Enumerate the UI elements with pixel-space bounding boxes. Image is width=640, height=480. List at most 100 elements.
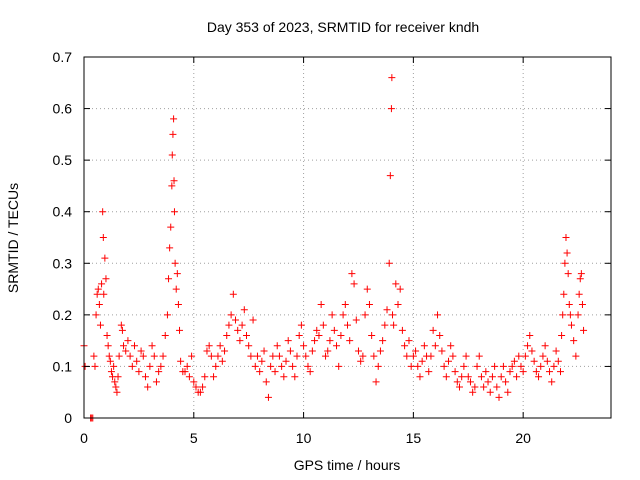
data-point xyxy=(572,352,580,360)
data-point xyxy=(484,378,492,386)
data-point xyxy=(368,331,376,339)
data-point xyxy=(535,373,543,381)
data-point xyxy=(482,368,490,376)
data-point xyxy=(205,342,213,350)
data-point xyxy=(333,342,341,350)
data-point xyxy=(427,352,435,360)
data-point xyxy=(163,311,171,319)
x-tick-label: 10 xyxy=(296,430,312,446)
data-point xyxy=(354,347,362,355)
data-point xyxy=(221,347,229,355)
data-point xyxy=(106,357,114,365)
data-point xyxy=(169,130,177,138)
data-point xyxy=(137,347,145,355)
data-point xyxy=(526,331,534,339)
data-point xyxy=(111,378,119,386)
data-point xyxy=(510,357,518,365)
data-point xyxy=(218,357,226,365)
data-point xyxy=(453,378,461,386)
data-point xyxy=(278,362,286,370)
data-point xyxy=(405,337,413,345)
data-point xyxy=(117,321,125,329)
data-point xyxy=(135,368,143,376)
data-point xyxy=(376,347,384,355)
data-point xyxy=(361,311,369,319)
data-point xyxy=(552,347,560,355)
data-point xyxy=(264,393,272,401)
y-tick-label: 0 xyxy=(64,410,72,426)
y-tick-label: 0.5 xyxy=(53,152,73,168)
data-point xyxy=(339,311,347,319)
data-point xyxy=(102,275,110,283)
data-point xyxy=(566,311,574,319)
data-point xyxy=(199,383,207,391)
data-point xyxy=(161,331,169,339)
x-tick-label: 20 xyxy=(515,430,531,446)
data-point xyxy=(118,326,126,334)
data-point xyxy=(144,383,152,391)
data-point xyxy=(302,352,310,360)
plot-frame xyxy=(83,56,612,419)
data-point xyxy=(170,115,178,123)
data-point xyxy=(148,342,156,350)
data-point xyxy=(560,290,568,298)
data-point xyxy=(98,280,106,288)
data-point xyxy=(328,311,336,319)
data-point xyxy=(212,362,220,370)
data-point xyxy=(449,352,457,360)
data-point xyxy=(561,259,569,267)
data-point xyxy=(100,290,108,298)
data-point xyxy=(506,368,514,376)
data-point xyxy=(344,321,351,329)
data-point xyxy=(541,342,549,350)
data-point xyxy=(289,362,297,370)
data-point xyxy=(225,321,233,329)
data-point xyxy=(539,352,547,360)
data-point xyxy=(315,331,323,339)
data-point xyxy=(530,357,538,365)
data-point xyxy=(524,342,532,350)
data-point xyxy=(286,347,294,355)
data-point xyxy=(431,342,439,350)
data-point xyxy=(418,357,426,365)
data-point xyxy=(504,388,512,396)
data-point xyxy=(128,362,136,370)
data-point xyxy=(282,357,290,365)
data-point xyxy=(251,362,259,370)
data-point xyxy=(238,321,246,329)
y-axis-label: SRMTID / TECUs xyxy=(5,183,21,293)
data-point xyxy=(124,337,132,345)
data-point xyxy=(247,352,255,360)
data-point xyxy=(105,352,113,360)
data-point xyxy=(141,373,149,381)
data-point xyxy=(493,383,501,391)
data-point xyxy=(383,306,391,314)
data-point xyxy=(210,373,218,381)
y-tick-label: 0.3 xyxy=(53,255,73,271)
data-point xyxy=(107,368,115,376)
data-point xyxy=(567,321,575,329)
data-point xyxy=(96,321,104,329)
data-point xyxy=(379,337,387,345)
data-point xyxy=(297,321,305,329)
data-point xyxy=(497,373,505,381)
data-point xyxy=(480,383,488,391)
data-point xyxy=(577,270,585,278)
data-point xyxy=(528,347,536,355)
data-point xyxy=(103,331,111,339)
data-point xyxy=(546,368,554,376)
data-point xyxy=(455,383,463,391)
data-point xyxy=(120,342,128,350)
data-point xyxy=(495,393,503,401)
data-point xyxy=(330,326,338,334)
data-point xyxy=(401,342,409,350)
data-point xyxy=(416,373,424,381)
data-point xyxy=(389,311,397,319)
data-point xyxy=(537,362,545,370)
data-point xyxy=(91,362,99,370)
data-point xyxy=(436,331,444,339)
data-point xyxy=(515,352,523,360)
data-point xyxy=(304,362,312,370)
data-point xyxy=(440,362,448,370)
data-point xyxy=(101,254,109,262)
